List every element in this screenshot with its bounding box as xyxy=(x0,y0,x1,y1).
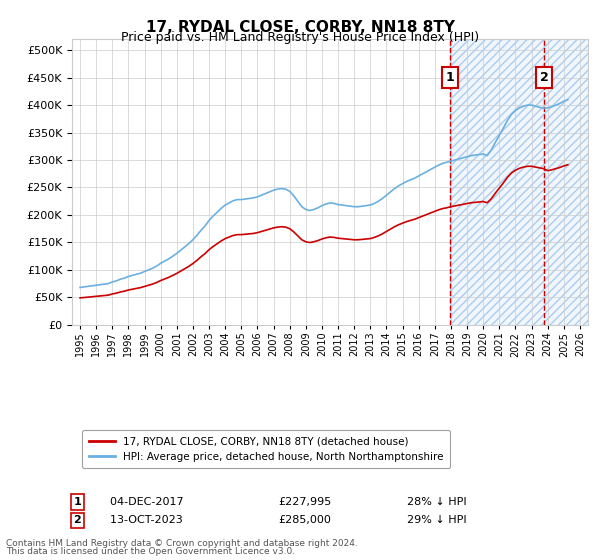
Text: 2: 2 xyxy=(73,515,81,525)
Text: £285,000: £285,000 xyxy=(278,515,331,525)
Text: Contains HM Land Registry data © Crown copyright and database right 2024.: Contains HM Land Registry data © Crown c… xyxy=(6,539,358,548)
Text: Price paid vs. HM Land Registry's House Price Index (HPI): Price paid vs. HM Land Registry's House … xyxy=(121,31,479,44)
Text: 04-DEC-2017: 04-DEC-2017 xyxy=(103,497,184,507)
Legend: 17, RYDAL CLOSE, CORBY, NN18 8TY (detached house), HPI: Average price, detached : 17, RYDAL CLOSE, CORBY, NN18 8TY (detach… xyxy=(82,431,450,468)
Text: 1: 1 xyxy=(445,71,454,84)
Text: 2: 2 xyxy=(540,71,548,84)
Text: 29% ↓ HPI: 29% ↓ HPI xyxy=(407,515,467,525)
Text: £227,995: £227,995 xyxy=(278,497,332,507)
Bar xyxy=(449,39,588,325)
Text: 13-OCT-2023: 13-OCT-2023 xyxy=(103,515,183,525)
Text: 17, RYDAL CLOSE, CORBY, NN18 8TY: 17, RYDAL CLOSE, CORBY, NN18 8TY xyxy=(146,20,455,35)
Text: 28% ↓ HPI: 28% ↓ HPI xyxy=(407,497,467,507)
Text: 1: 1 xyxy=(73,497,81,507)
Bar xyxy=(449,39,588,325)
Text: This data is licensed under the Open Government Licence v3.0.: This data is licensed under the Open Gov… xyxy=(6,548,295,557)
